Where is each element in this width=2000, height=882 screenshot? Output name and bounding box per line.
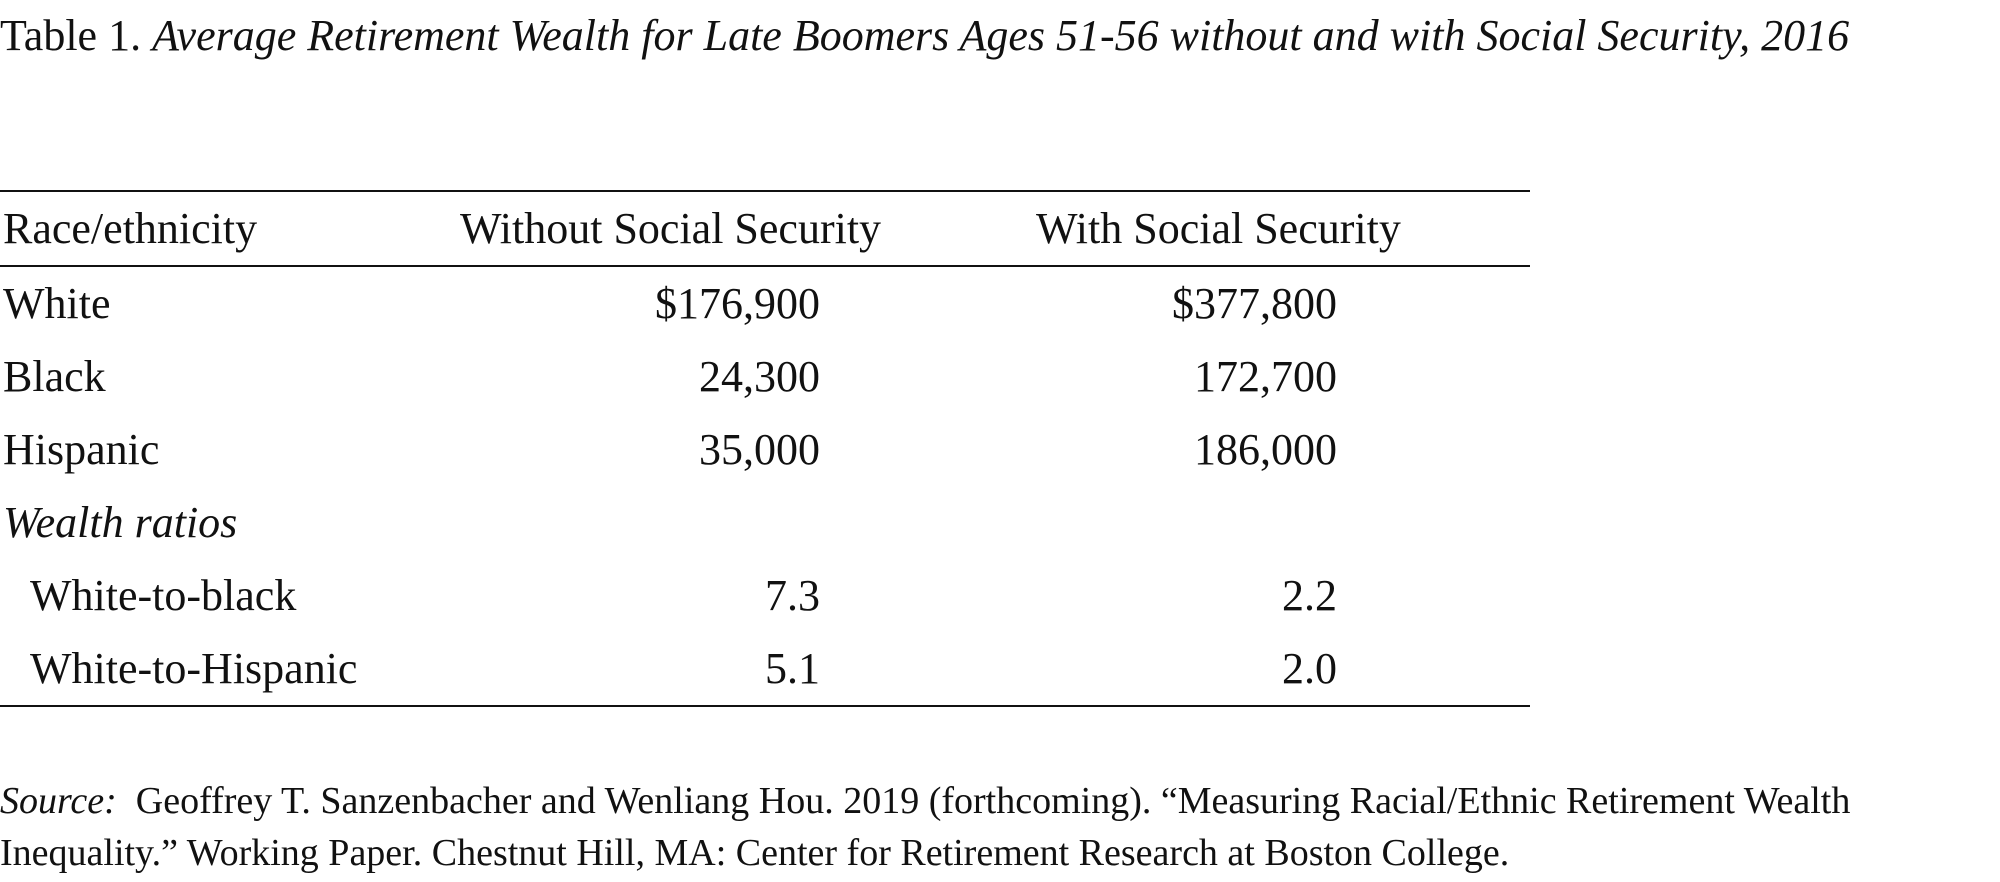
source-label: Source:: [0, 780, 117, 822]
source-note: Source: Geoffrey T. Sanzenbacher and Wen…: [0, 775, 1990, 879]
row-label: Black: [3, 352, 106, 401]
source-text: Geoffrey T. Sanzenbacher and Wenliang Ho…: [0, 780, 1851, 874]
value-without: 5.1: [765, 644, 820, 693]
row-label: White-to-Hispanic: [30, 644, 358, 693]
table-row: White-to-black 7.3 2.2: [0, 559, 1530, 632]
section-row-wealth-ratios: Wealth ratios: [0, 486, 1530, 559]
value-without: 7.3: [765, 571, 820, 620]
header-without-social-security: Without Social Security: [460, 204, 882, 253]
value-without: 35,000: [699, 425, 820, 474]
value-with: 172,700: [1194, 352, 1337, 401]
section-label: Wealth ratios: [3, 498, 238, 547]
header-with-social-security: With Social Security: [1036, 204, 1401, 253]
table-title-lead: Table 1.: [0, 11, 153, 60]
value-with: 186,000: [1194, 425, 1337, 474]
row-label: White: [3, 279, 111, 328]
table-row: White-to-Hispanic 5.1 2.0: [0, 632, 1530, 705]
table-title: Table 1. Average Retirement Wealth for L…: [0, 0, 1920, 72]
value-with: 2.2: [1282, 571, 1337, 620]
value-without: 24,300: [699, 352, 820, 401]
data-table: Race/ethnicity Without Social Security W…: [0, 190, 1530, 707]
row-label: White-to-black: [30, 571, 297, 620]
table-row: White $176,900 $377,800: [0, 267, 1530, 340]
row-label: Hispanic: [3, 425, 160, 474]
table-row: Black 24,300 172,700: [0, 340, 1530, 413]
value-with: 2.0: [1282, 644, 1337, 693]
value-with: $377,800: [1172, 279, 1337, 328]
table-header-row: Race/ethnicity Without Social Security W…: [0, 192, 1530, 267]
table-title-text: Average Retirement Wealth for Late Boome…: [152, 11, 1850, 60]
table-row: Hispanic 35,000 186,000: [0, 413, 1530, 486]
value-without: $176,900: [655, 279, 820, 328]
header-race-ethnicity: Race/ethnicity: [3, 204, 258, 253]
